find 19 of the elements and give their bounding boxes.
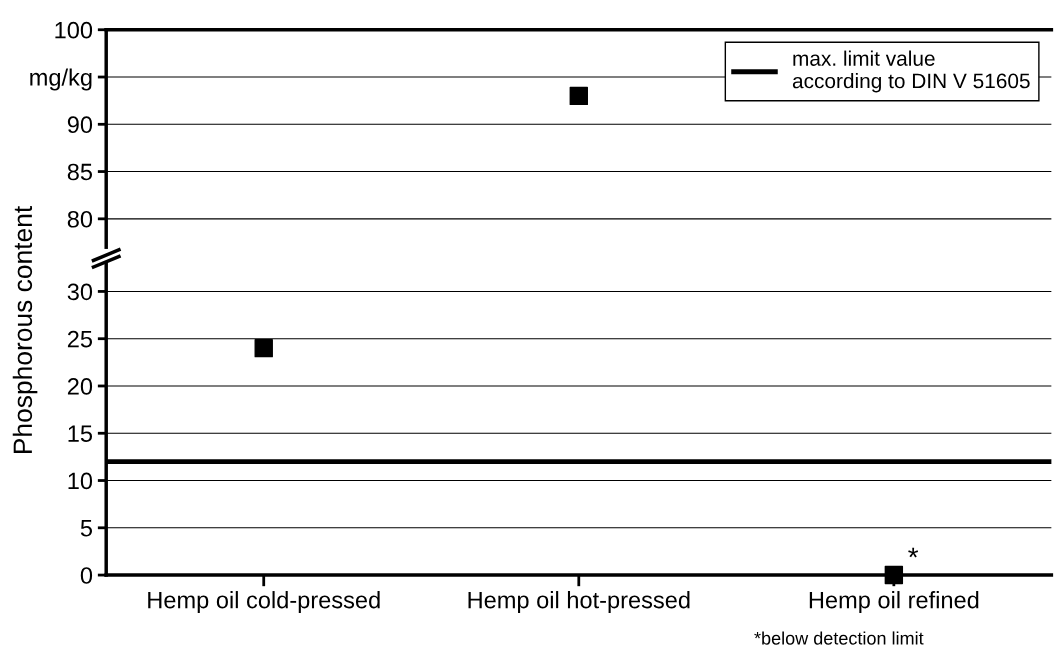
y-axis-title: Phosphorous content — [12, 205, 38, 454]
y-tick-label: 90 — [67, 116, 93, 134]
y-tick-label: 20 — [67, 378, 93, 395]
annotation: * — [908, 547, 919, 558]
y-tick-label: 30 — [67, 283, 93, 301]
y-tick-label: 85 — [67, 163, 93, 181]
y-tick-label: mg/kg — [30, 68, 92, 91]
legend-label: max. limit value according to DIN V 51605 — [792, 50, 1030, 93]
y-tick-label: 10 — [68, 472, 93, 490]
x-tick-label: Hemp oil hot-pressed — [468, 591, 690, 614]
y-tick-label: 80 — [67, 210, 93, 228]
y-tick-label: 0 — [80, 567, 93, 584]
y-tick-label: 5 — [80, 520, 93, 537]
y-tick-label: 100 — [55, 21, 93, 39]
y-tick-label: 15 — [68, 425, 93, 443]
x-tick-label: Hemp oil refined — [809, 591, 979, 614]
x-tick-label: Hemp oil cold-pressed — [148, 591, 380, 614]
y-tick-label: 25 — [67, 330, 93, 348]
text: *below detection limit — [754, 631, 924, 645]
